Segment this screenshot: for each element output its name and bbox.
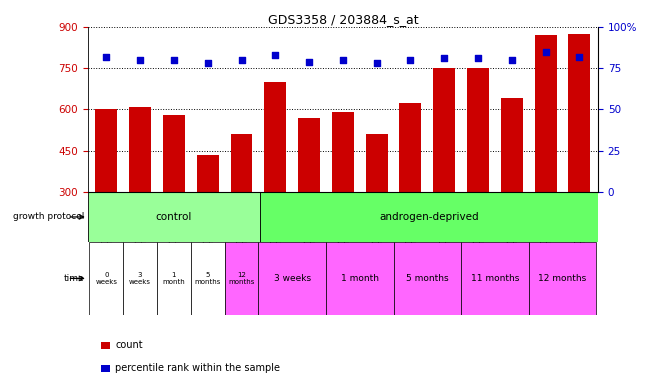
Text: 5
months: 5 months (194, 272, 221, 285)
Text: control: control (156, 212, 192, 222)
Bar (260, 192, 598, 242)
Point (473, 55, 483, 61)
Text: androgen-deprived: androgen-deprived (379, 212, 479, 222)
Point (439, 55, 449, 61)
Bar (569, 34, 590, 192)
Point (304, 58, 315, 65)
Text: time: time (64, 274, 84, 283)
Title: GDS3358 / 203884_s_at: GDS3358 / 203884_s_at (268, 13, 418, 26)
Bar (434, 68, 455, 192)
Text: 12
months: 12 months (228, 272, 255, 285)
Text: 3
weeks: 3 weeks (129, 272, 151, 285)
Text: 1 month: 1 month (341, 274, 379, 283)
Bar (191, 242, 225, 315)
Point (203, 60, 213, 66)
Point (506, 57, 517, 63)
Point (101, 53, 112, 60)
Text: growth protocol: growth protocol (13, 212, 84, 222)
Bar (163, 115, 185, 192)
Bar (501, 98, 523, 192)
Bar (197, 155, 218, 192)
Bar (157, 242, 191, 315)
Bar (467, 68, 489, 192)
Bar (124, 242, 157, 315)
Bar (326, 242, 393, 315)
Point (405, 57, 415, 63)
Bar (298, 118, 320, 192)
Bar (393, 242, 461, 315)
Text: 3 weeks: 3 weeks (274, 274, 311, 283)
Point (371, 60, 382, 66)
Text: 0
weeks: 0 weeks (96, 272, 118, 285)
Text: 11 months: 11 months (471, 274, 519, 283)
Point (540, 49, 551, 55)
Bar (461, 242, 528, 315)
Bar (96, 109, 117, 192)
Bar (265, 82, 286, 192)
Text: 12 months: 12 months (538, 274, 587, 283)
Point (237, 57, 247, 63)
Bar (535, 35, 556, 192)
Text: 1
month: 1 month (162, 272, 185, 285)
Point (135, 57, 146, 63)
Bar (231, 134, 252, 192)
Bar (90, 242, 124, 315)
Bar (332, 112, 354, 192)
Bar (259, 242, 326, 315)
Bar (225, 242, 259, 315)
Point (338, 57, 348, 63)
Bar (366, 134, 387, 192)
Point (169, 57, 179, 63)
Bar (129, 107, 151, 192)
Text: percentile rank within the sample: percentile rank within the sample (115, 363, 280, 373)
Text: count: count (115, 340, 143, 350)
Point (574, 53, 584, 60)
Bar (88, 192, 260, 242)
Point (270, 52, 281, 58)
Text: 5 months: 5 months (406, 274, 448, 283)
Bar (528, 242, 596, 315)
Bar (400, 103, 421, 192)
